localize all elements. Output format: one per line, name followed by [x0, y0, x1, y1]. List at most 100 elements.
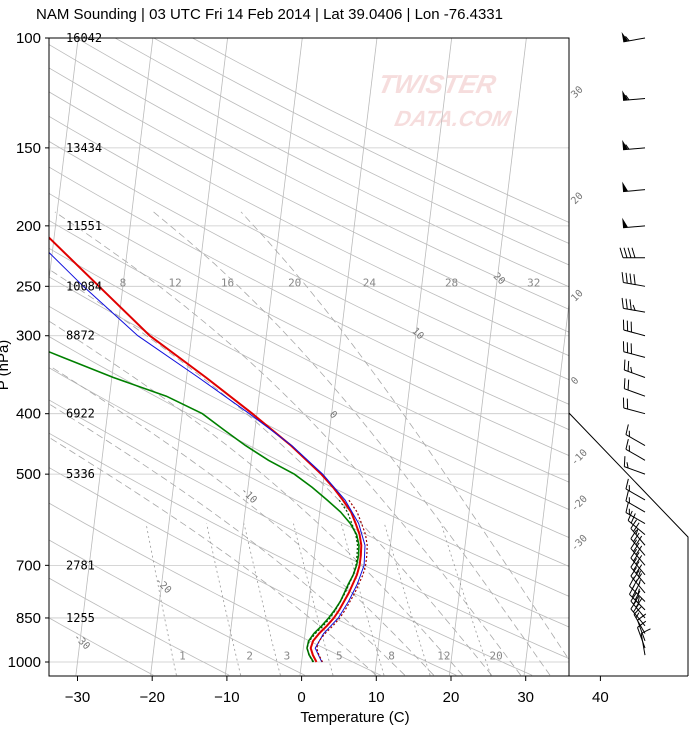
barb-feather — [625, 438, 629, 450]
y-tick-label: 300 — [16, 328, 41, 345]
wind-barb — [622, 397, 646, 415]
y-tick-label: 700 — [16, 557, 41, 574]
height-label: 13434 — [66, 141, 102, 155]
barb-feather — [630, 539, 638, 549]
barb-feather — [638, 570, 641, 577]
barb-staff — [623, 147, 646, 151]
dry-adiabat — [49, 44, 569, 310]
dry-adiabat — [49, 219, 569, 483]
barb-staff — [623, 37, 646, 43]
wind-barb — [625, 438, 646, 461]
mixing-ratio-label: 8 — [388, 649, 395, 662]
isotherm-line — [299, 38, 378, 676]
barb-staff — [624, 369, 646, 378]
mixing-ratio-label: 20 — [288, 276, 301, 289]
barb-feather — [630, 558, 638, 568]
adiabat-label: 0 — [569, 375, 581, 387]
wind-barb — [633, 606, 646, 634]
wind-barb — [625, 502, 646, 524]
barb-feather — [630, 366, 633, 373]
wind-barb — [630, 529, 646, 556]
adiabat-label: 20 — [569, 191, 585, 207]
barb-feather — [627, 360, 630, 372]
watermark-logo: TWISTER DATA.COM — [375, 69, 513, 131]
barb-feather — [625, 144, 630, 150]
barb-feather — [627, 510, 633, 521]
barb-feather — [633, 552, 640, 562]
wind-barb — [622, 217, 646, 229]
barb-feather — [635, 528, 639, 535]
mixing-ratio-label: 16 — [221, 276, 234, 289]
barb-staff — [637, 620, 646, 642]
dry-adiabat — [49, 166, 569, 431]
x-tick-label: 20 — [443, 689, 460, 706]
series-virtual-temperature — [49, 251, 366, 663]
mixing-ratio-label: 20 — [490, 649, 503, 662]
plot-frame — [48, 37, 570, 677]
wind-barb — [622, 90, 646, 101]
moist-adiabat — [240, 211, 569, 661]
isotherm-line — [449, 38, 527, 676]
barb-staff — [623, 189, 646, 193]
wind-barb — [637, 620, 647, 649]
height-label: 5336 — [66, 467, 95, 481]
barb-feather — [623, 247, 628, 258]
x-tick-label: 0 — [297, 689, 305, 706]
barb-feather — [625, 272, 628, 284]
mixing-ratio-label: 12 — [169, 276, 182, 289]
y-tick-label: 1000 — [8, 654, 41, 671]
isotherm-label: 40 — [661, 99, 677, 115]
data-layer — [49, 236, 368, 663]
isotherm-line — [674, 9, 695, 675]
wind-barb — [625, 490, 646, 513]
mixing-ratio-label: 32 — [527, 276, 540, 289]
mixing-ratio-label: 2 — [246, 649, 253, 662]
isotherm-line — [75, 38, 154, 676]
barb-feather — [623, 456, 626, 467]
barb-feather — [625, 502, 629, 513]
barb-feather — [633, 522, 640, 532]
mixing-ratio-line — [206, 523, 241, 676]
wind-barb — [622, 319, 646, 337]
barb-feather — [621, 272, 624, 283]
barb-feather — [625, 478, 629, 490]
wind-barb — [637, 613, 647, 642]
barb-staff — [623, 329, 646, 337]
barb-feather — [630, 592, 638, 602]
dry-adiabat — [49, 305, 569, 567]
moist-adiabat — [54, 211, 522, 676]
y-tick-label: 150 — [16, 140, 41, 157]
barb-flag — [622, 139, 629, 150]
isotherm-label: -10 — [238, 485, 259, 506]
barb-feather — [627, 247, 632, 258]
dry-adiabat — [49, 432, 533, 676]
dry-adiabat — [49, 91, 569, 357]
mixing-ratio-line — [243, 523, 281, 676]
barb-staff — [624, 466, 646, 475]
isotherm-line — [224, 38, 303, 676]
barb-feather — [629, 584, 635, 595]
barb-feather — [633, 532, 640, 542]
barb-staff — [625, 434, 646, 447]
moist-adiabat — [49, 268, 492, 676]
barb-feather — [630, 519, 638, 529]
barb-feather — [630, 529, 638, 539]
adiabat-label: -10 — [569, 447, 590, 468]
y-tick-label: 850 — [16, 610, 41, 627]
moist-adiabat — [49, 403, 406, 676]
barb-feather — [629, 576, 635, 587]
mixing-ratio-label: 3 — [284, 649, 291, 662]
adiabat-label: 10 — [569, 288, 585, 304]
barb-feather — [630, 599, 638, 610]
wind-barb — [625, 424, 646, 447]
y-tick-label: 500 — [16, 466, 41, 483]
isotherm-label: 10 — [409, 326, 425, 342]
y-axis-label: P (hPa) — [0, 340, 12, 391]
height-label: 8872 — [66, 329, 95, 343]
wind-barb — [622, 341, 646, 358]
barb-feather — [625, 424, 629, 435]
barb-feather — [625, 94, 630, 101]
wind-barb — [629, 584, 646, 611]
isotherm-label: -20 — [153, 576, 174, 597]
barb-feather — [635, 535, 643, 546]
